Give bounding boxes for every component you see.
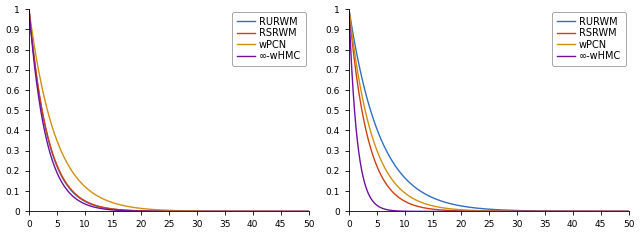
∞-wHMC [617,210,625,213]
RURWM [305,210,312,213]
wPCN [161,209,169,212]
wPCN [565,210,573,213]
RSRWM [245,210,253,213]
wPCN [617,210,625,213]
RSRWM [296,210,304,213]
RURWM [40,116,47,119]
Line: ∞-wHMC: ∞-wHMC [29,9,308,212]
wPCN [297,210,305,213]
Line: wPCN: wPCN [29,9,308,212]
∞-wHMC [565,210,573,213]
∞-wHMC [345,8,353,11]
Line: RURWM: RURWM [349,9,628,212]
RURWM [565,210,573,213]
wPCN [25,8,33,11]
RURWM [296,210,304,213]
RSRWM [616,210,624,213]
Line: RSRWM: RSRWM [349,9,628,212]
RSRWM [345,8,353,11]
RURWM [481,208,489,210]
∞-wHMC [360,176,367,179]
RURWM [360,82,367,85]
RSRWM [154,210,161,213]
wPCN [481,209,489,212]
∞-wHMC [481,210,489,213]
Line: ∞-wHMC: ∞-wHMC [349,9,628,212]
∞-wHMC [245,210,253,213]
Legend: RURWM, RSRWM, wPCN, ∞-wHMC: RURWM, RSRWM, wPCN, ∞-wHMC [552,12,626,66]
RURWM [616,210,624,213]
wPCN [474,209,481,212]
∞-wHMC [161,210,169,213]
RSRWM [305,210,312,213]
RURWM [617,210,625,213]
RURWM [25,8,33,11]
Line: RSRWM: RSRWM [29,9,308,212]
Line: wPCN: wPCN [349,9,628,212]
∞-wHMC [25,8,33,11]
wPCN [245,210,253,213]
wPCN [154,208,161,211]
wPCN [296,210,304,213]
RSRWM [474,210,481,213]
∞-wHMC [154,210,161,213]
wPCN [305,210,312,213]
wPCN [360,100,367,103]
∞-wHMC [297,210,305,213]
RSRWM [625,210,632,213]
RSRWM [360,116,367,119]
wPCN [616,210,624,213]
∞-wHMC [616,210,624,213]
wPCN [625,210,632,213]
Legend: RURWM, RSRWM, wPCN, ∞-wHMC: RURWM, RSRWM, wPCN, ∞-wHMC [232,12,306,66]
RURWM [474,207,481,210]
∞-wHMC [625,210,632,213]
RURWM [154,210,161,213]
RURWM [161,210,169,213]
RSRWM [481,210,489,213]
wPCN [40,92,47,94]
RSRWM [25,8,33,11]
RURWM [345,8,353,11]
wPCN [345,8,353,11]
RURWM [245,210,253,213]
RSRWM [40,115,47,118]
RURWM [297,210,305,213]
RSRWM [565,210,573,213]
RSRWM [161,210,169,213]
RSRWM [617,210,625,213]
∞-wHMC [296,210,304,213]
Line: RURWM: RURWM [29,9,308,212]
RSRWM [297,210,305,213]
∞-wHMC [305,210,312,213]
RURWM [625,210,632,213]
∞-wHMC [474,210,481,213]
∞-wHMC [40,123,47,126]
